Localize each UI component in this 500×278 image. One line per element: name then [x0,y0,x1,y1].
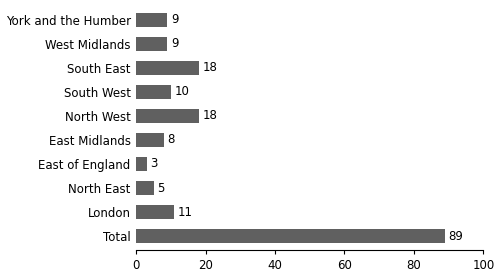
Text: 9: 9 [171,13,178,26]
Bar [136,37,168,51]
Text: 10: 10 [174,85,190,98]
Bar [136,229,445,243]
Bar [136,157,146,171]
Text: 11: 11 [178,205,193,219]
Text: 5: 5 [157,182,164,195]
Bar [136,85,171,99]
Bar [136,61,198,75]
Text: 18: 18 [202,110,217,123]
Text: 9: 9 [171,38,178,51]
Bar [136,133,164,147]
Text: 18: 18 [202,61,217,75]
Bar [136,205,174,219]
Bar [136,182,154,195]
Bar [136,13,168,27]
Bar [136,109,198,123]
Text: 8: 8 [168,133,175,147]
Text: 89: 89 [448,230,464,242]
Text: 3: 3 [150,158,158,170]
